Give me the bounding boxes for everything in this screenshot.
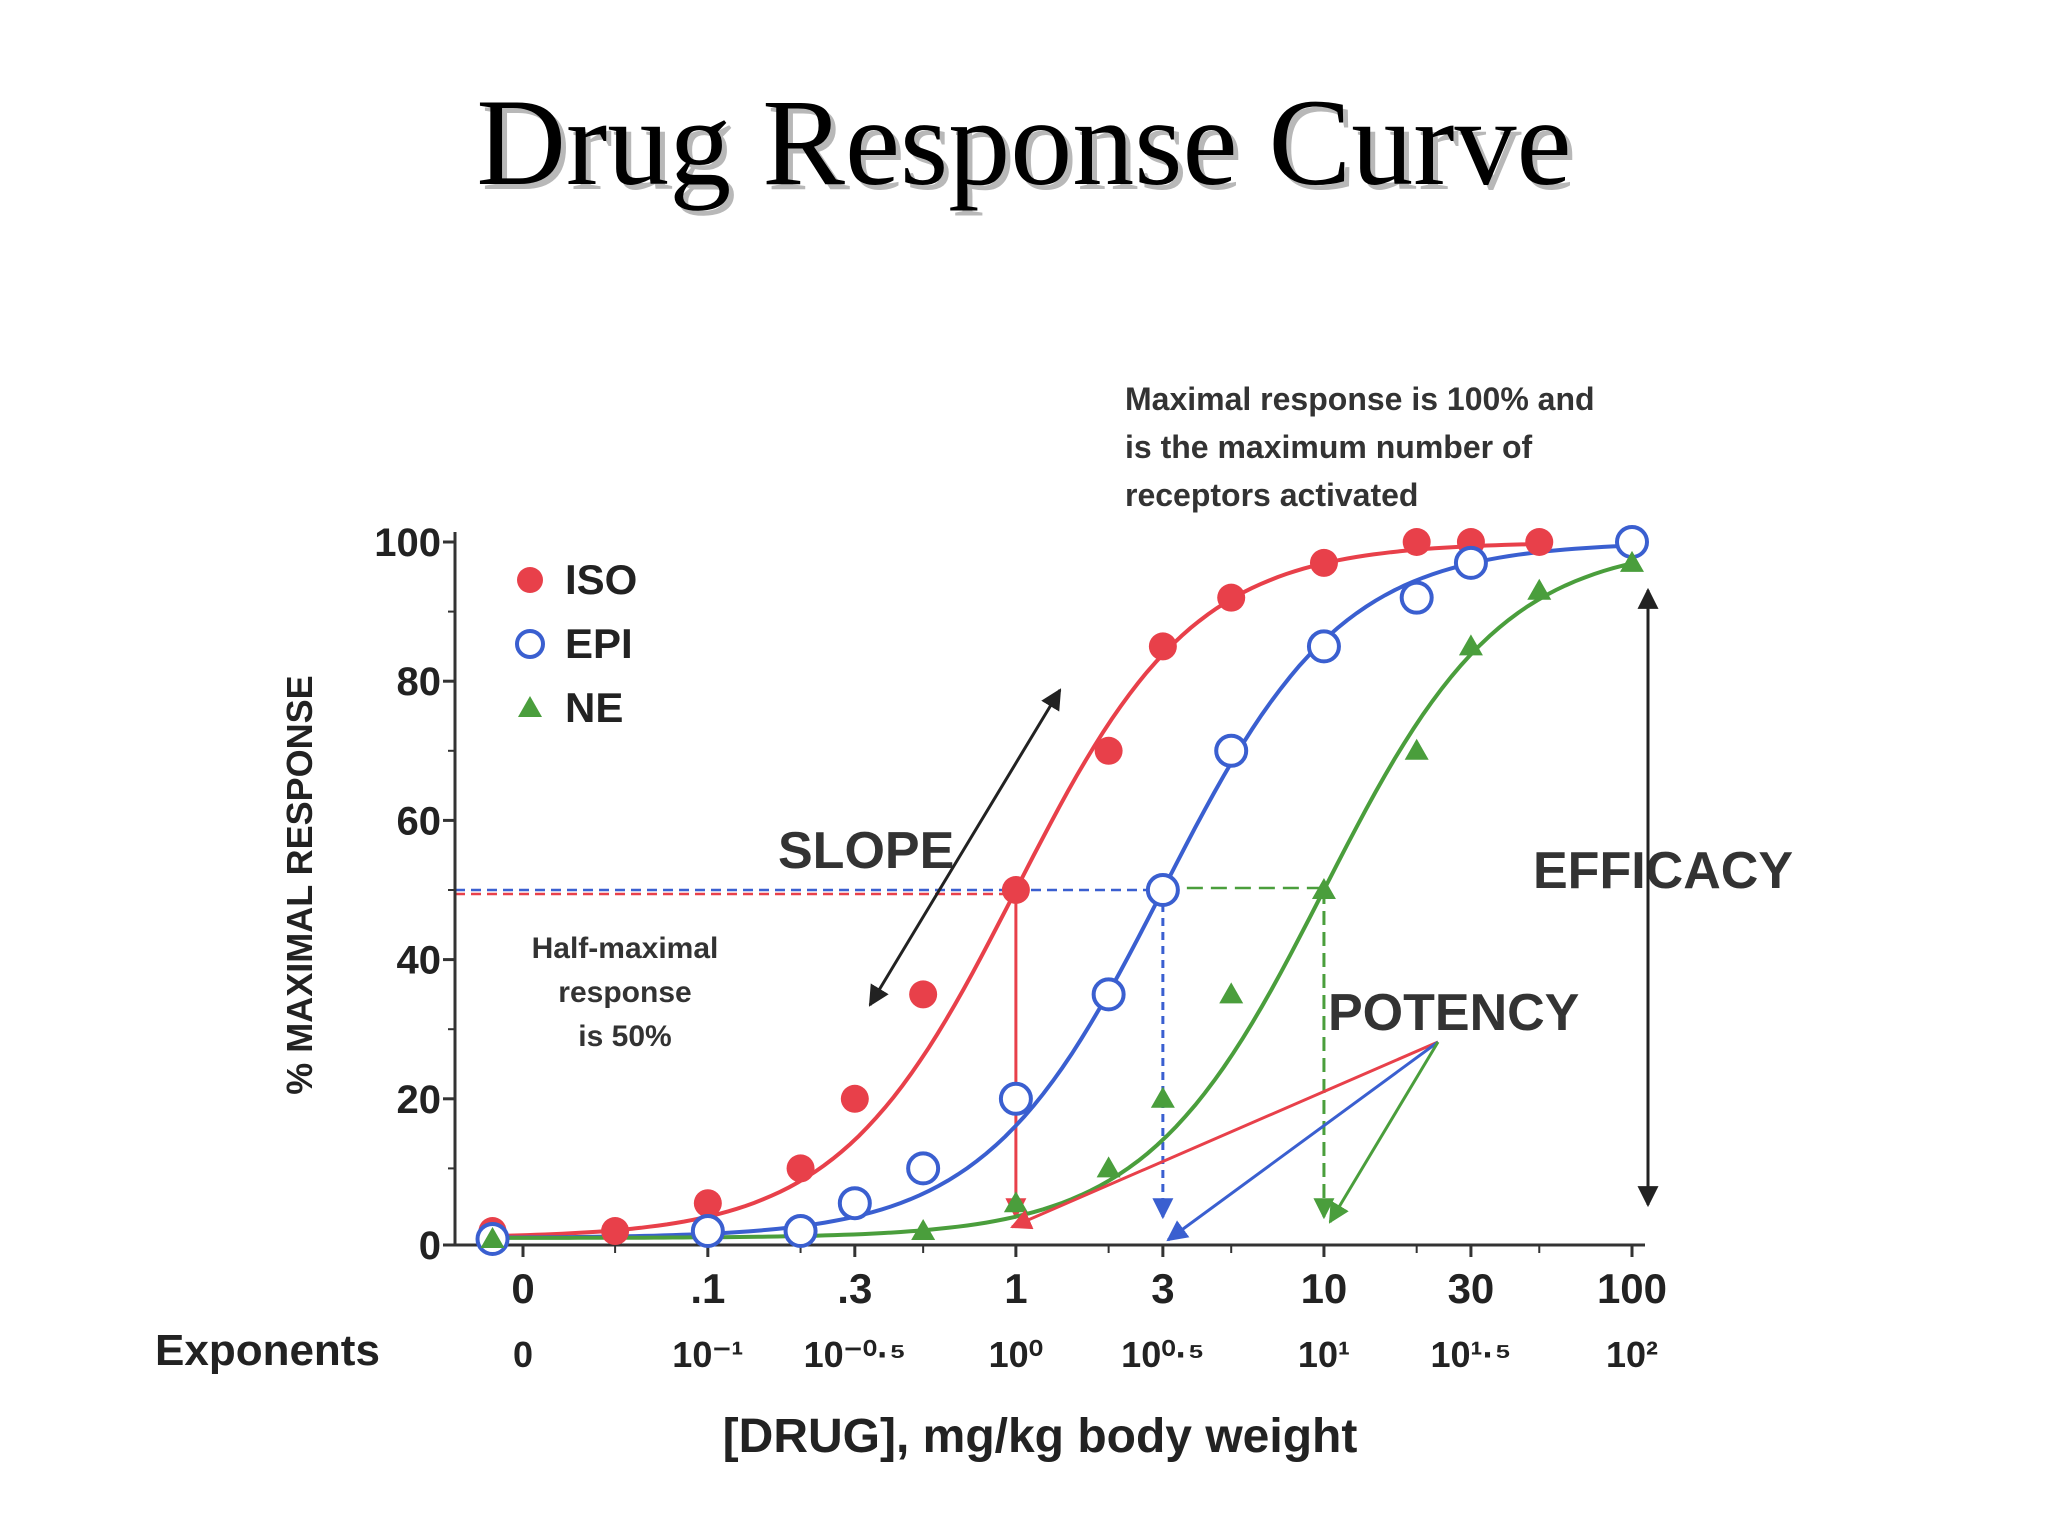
legend-epi-marker (515, 629, 545, 659)
x-tick-label: 0 (511, 1265, 534, 1312)
iso-point (840, 1084, 869, 1113)
x-tick-label: 1 (1004, 1265, 1027, 1312)
potency-arrow-ne (1328, 1041, 1440, 1224)
y-axis-label: % MAXIMAL RESPONSE (279, 675, 320, 1094)
x-tick-label: 3 (1151, 1265, 1174, 1312)
half-max-note: response (558, 976, 691, 1009)
x-tick-label: 10 (1301, 1265, 1348, 1312)
slope-arrow (868, 688, 1062, 1007)
iso-point (693, 1189, 722, 1218)
x-exponent-label: 10⁻¹ (672, 1334, 743, 1375)
iso-point (1094, 736, 1123, 765)
x-axis-label: [DRUG], mg/kg body weight (723, 1410, 1358, 1463)
iso-point (786, 1154, 815, 1183)
legend-epi-label: EPI (565, 620, 633, 667)
x-exponent-label: 0 (513, 1334, 533, 1375)
epi-point (906, 1151, 941, 1186)
efficacy-label: EFFICACY (1533, 842, 1793, 900)
potency-arrow-iso (1010, 1040, 1439, 1230)
y-tick-label: 40 (397, 939, 442, 983)
exponents-label: Exponents (155, 1326, 380, 1375)
slope-label: SLOPE (778, 822, 954, 880)
labels: ISO EPI NE Maximal response is 100% and is t… (515, 381, 1793, 1242)
y-tick-label: 20 (397, 1078, 442, 1122)
iso-point (1148, 632, 1177, 661)
iso-point (1001, 876, 1030, 904)
epi-point (1145, 873, 1180, 907)
ne-point (480, 1227, 505, 1248)
markers (475, 525, 1649, 1256)
potency-label: POTENCY (1328, 984, 1579, 1042)
ne-point (1404, 738, 1429, 760)
ne-point (1219, 982, 1244, 1004)
ne-point (1311, 878, 1336, 899)
max-response-note: Maximal response is 100% and (1125, 381, 1595, 417)
legend-ne-marker (518, 696, 542, 717)
epi-point (1399, 580, 1434, 615)
half-max-note: is 50% (578, 1020, 671, 1053)
ne-point (1150, 1086, 1175, 1108)
x-exponent-label: 10⁰·⁵ (1121, 1334, 1204, 1375)
x-tick-label: 30 (1448, 1265, 1495, 1312)
y-tick-label: 80 (397, 660, 442, 704)
potency-arrow-epi (1166, 1040, 1439, 1242)
legend-iso-marker (517, 567, 543, 593)
epi-point (1453, 545, 1488, 580)
x-exponent-label: 10² (1606, 1334, 1658, 1375)
axes: 0 20 40 60 80 100 0 0 .1 10⁻¹ .3 10⁻⁰·⁵ 1 10⁰ 3 10⁰·⁵ 10… (155, 521, 1667, 1463)
ne-curve (492, 561, 1633, 1240)
iso-point (1402, 528, 1431, 556)
epi-point (837, 1186, 872, 1221)
ne-point (1003, 1191, 1028, 1213)
iso-point (1217, 583, 1246, 612)
ne-point (1458, 634, 1483, 656)
x-exponent-label: 10¹ (1298, 1334, 1350, 1375)
legend-iso-label: ISO (565, 556, 637, 603)
iso-point (601, 1217, 630, 1246)
epi-point (998, 1081, 1033, 1116)
epi-point (690, 1214, 725, 1249)
iso-point (1309, 548, 1338, 577)
iso-point (1525, 528, 1554, 556)
legend-ne-label: NE (565, 684, 623, 731)
epi-point (1306, 629, 1341, 664)
ne-point (911, 1219, 936, 1241)
x-exponent-label: 10⁰ (989, 1334, 1043, 1375)
x-exponent-label: 10¹·⁵ (1430, 1334, 1511, 1375)
ne-point (1527, 578, 1552, 600)
y-tick-label: 100 (374, 521, 441, 565)
y-tick-label: 0 (419, 1224, 441, 1268)
x-tick-label: 100 (1597, 1265, 1667, 1312)
iso-point (909, 980, 938, 1009)
max-response-note: receptors activated (1125, 477, 1418, 513)
epi-point (783, 1214, 818, 1249)
slide-title: Drug Response Curve (476, 74, 1572, 211)
epi-point (1214, 733, 1249, 768)
ne-point (1620, 550, 1644, 572)
ne-point (1096, 1156, 1121, 1178)
max-response-note: is the maximum number of (1125, 429, 1533, 465)
x-tick-label: .1 (690, 1265, 725, 1312)
x-exponent-label: 10⁻⁰·⁵ (804, 1334, 906, 1375)
half-max-note: Half-maximal (532, 932, 719, 965)
epi-point (1091, 977, 1126, 1012)
epi-curve (492, 543, 1633, 1240)
y-tick-label: 60 (397, 799, 442, 843)
x-tick-label: .3 (837, 1265, 872, 1312)
